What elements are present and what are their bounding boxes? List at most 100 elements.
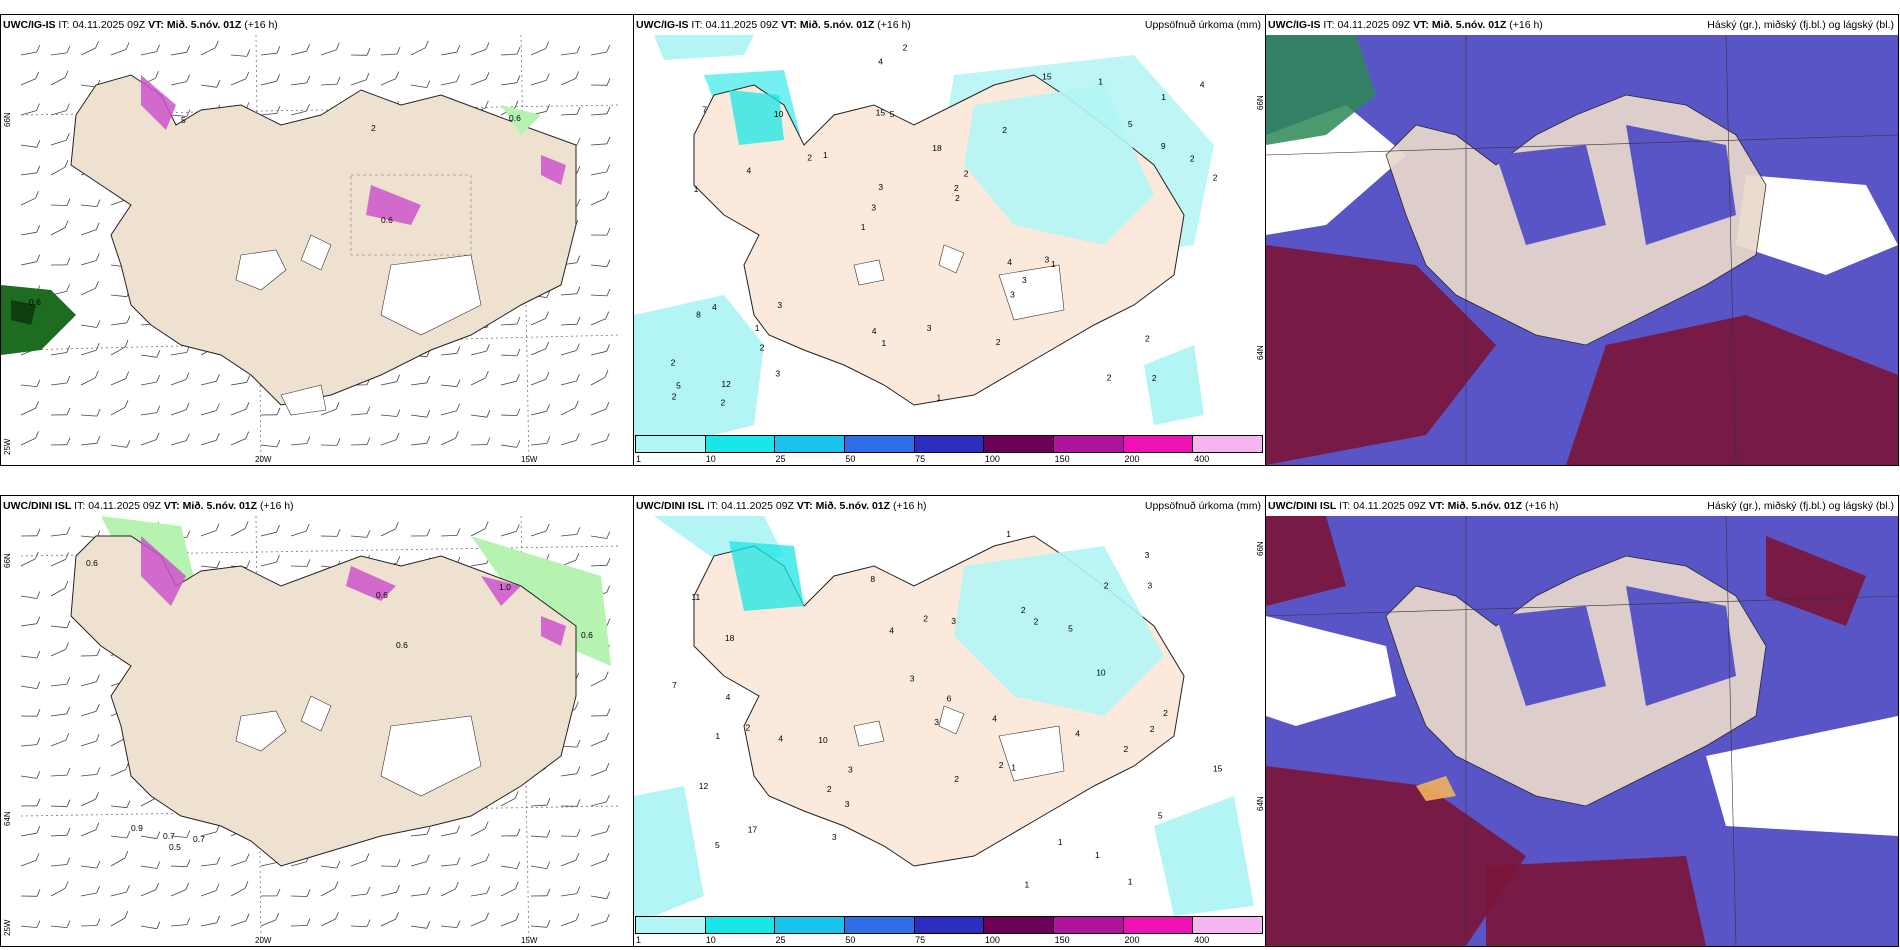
wind-barb bbox=[80, 681, 97, 687]
wind-barb-flag bbox=[606, 288, 611, 297]
wind-barb bbox=[110, 769, 126, 777]
panel-title-precip: Uppsöfnuð úrkoma (mm) bbox=[1144, 500, 1261, 512]
wind-barb bbox=[500, 82, 517, 86]
wind-barb bbox=[470, 893, 487, 897]
wind-barb bbox=[110, 805, 127, 809]
wind-barb bbox=[320, 918, 336, 927]
precip-value-label: 1 bbox=[715, 731, 720, 741]
precip-value-label: 2 bbox=[1002, 125, 1007, 135]
precip-value-label: 1 bbox=[1095, 850, 1100, 860]
wind-barb-flag bbox=[124, 340, 129, 348]
wind-barb-flag bbox=[605, 191, 609, 199]
wind-barb bbox=[410, 893, 427, 897]
wind-barb-flag bbox=[426, 854, 430, 862]
wind-barb bbox=[590, 51, 607, 56]
wind-barb-flag bbox=[576, 255, 581, 263]
wind-barb bbox=[50, 139, 67, 146]
wind-barb-flag bbox=[426, 80, 431, 88]
wind-barb-flag bbox=[66, 45, 71, 54]
cloud-map-panel-top: UWC/IG-IS IT: 04.11.2025 09Z VT: Mið. 5.… bbox=[1265, 14, 1899, 466]
wind-barb bbox=[410, 833, 427, 837]
wind-barb bbox=[140, 925, 157, 930]
wind-barb bbox=[20, 655, 37, 659]
wind-barb bbox=[170, 51, 187, 56]
wind-barb-flag bbox=[216, 80, 221, 88]
panel-header: UWC/IG-IS IT: 04.11.2025 09Z VT: Mið. 5.… bbox=[3, 19, 278, 31]
wind-barb bbox=[380, 381, 397, 386]
iceland-landmass bbox=[70, 74, 577, 406]
wind-barb-flag bbox=[396, 409, 401, 417]
wind-barb-flag bbox=[156, 831, 161, 839]
wind-barb-flag bbox=[36, 771, 41, 779]
wind-barb bbox=[80, 229, 97, 236]
wind-barb bbox=[50, 774, 68, 777]
wind-barb bbox=[530, 925, 547, 928]
precip-value-label: 12 bbox=[699, 781, 709, 791]
wind-barb-flag bbox=[35, 401, 39, 409]
wind-barb-flag bbox=[516, 408, 521, 416]
precip-patch bbox=[366, 185, 421, 225]
precip-value-label: 1 bbox=[1011, 763, 1016, 773]
wind-barb-flag bbox=[604, 671, 609, 679]
precip-colorbar bbox=[635, 435, 1264, 453]
wind-barb-flag bbox=[156, 374, 161, 383]
wind-barb-flag bbox=[336, 76, 341, 85]
wind-barb bbox=[530, 318, 546, 326]
wind-barb-flag bbox=[66, 103, 70, 111]
wind-barb-flag bbox=[36, 650, 41, 659]
wind-barb-flag bbox=[66, 799, 71, 807]
wind-barb bbox=[80, 892, 97, 897]
wind-barb bbox=[470, 350, 487, 356]
wind-barb bbox=[110, 346, 126, 356]
wind-barb-flag bbox=[396, 374, 401, 382]
colorbar-tick-label: 1 bbox=[636, 454, 642, 464]
precip-value-label: 1 bbox=[694, 184, 699, 194]
wind-barb bbox=[440, 864, 457, 867]
wind-barb-flag bbox=[156, 861, 161, 869]
wind-barb bbox=[590, 920, 607, 927]
wind-barb bbox=[470, 828, 486, 837]
precip-value-label: 1 bbox=[823, 150, 828, 160]
wind-barb-flag bbox=[96, 320, 101, 328]
wind-barb-flag bbox=[366, 886, 371, 895]
colorbar-swatch bbox=[705, 916, 776, 934]
wind-barb-flag bbox=[36, 709, 41, 717]
precip-value-label: 3 bbox=[777, 300, 782, 310]
wind-barb bbox=[470, 919, 486, 927]
colorbar-tick-label: 75 bbox=[915, 454, 926, 464]
wind-barb-flag bbox=[366, 48, 371, 56]
wind-barb bbox=[560, 293, 577, 296]
wind-barb bbox=[80, 865, 97, 869]
wind-barb-flag bbox=[456, 74, 460, 82]
wind-barb bbox=[110, 378, 126, 386]
wind-barb-flag bbox=[244, 521, 249, 529]
wind-barb-flag bbox=[516, 828, 521, 836]
wind-barb bbox=[20, 775, 37, 779]
wind-barb bbox=[230, 887, 246, 897]
cloud-map-panel-bottom: UWC/DINI ISL IT: 04.11.2025 09Z VT: Mið.… bbox=[1265, 495, 1899, 947]
wind-barb bbox=[50, 925, 67, 928]
precip-value-label: 2 bbox=[1213, 172, 1218, 182]
precip-value-label: 4 bbox=[712, 302, 717, 312]
wind-barb bbox=[20, 384, 37, 387]
wind-barb-flag bbox=[576, 137, 581, 146]
wind-barb bbox=[500, 444, 517, 448]
cloud-map bbox=[1266, 515, 1898, 946]
wind-barb-flag bbox=[396, 556, 401, 564]
precip-value-label: 2 bbox=[827, 784, 832, 794]
wind-barb-flag bbox=[36, 165, 41, 173]
wind-barb-flag bbox=[426, 528, 431, 537]
axis-label-lon15: 15W bbox=[521, 455, 538, 464]
wind-barb bbox=[350, 79, 367, 86]
colorbar-tick-label: 200 bbox=[1124, 935, 1140, 945]
colorbar-swatch bbox=[1193, 916, 1264, 934]
precip-value-label: 3 bbox=[832, 832, 837, 842]
wind-barb-flag bbox=[276, 407, 281, 415]
wind-barb bbox=[50, 533, 67, 537]
wind-barb-flag bbox=[606, 106, 611, 114]
wind-barb bbox=[80, 377, 96, 386]
wind-barb bbox=[50, 587, 66, 597]
wind-barb bbox=[230, 438, 246, 446]
glacier bbox=[235, 249, 287, 291]
wind-barb-flag bbox=[96, 408, 101, 417]
